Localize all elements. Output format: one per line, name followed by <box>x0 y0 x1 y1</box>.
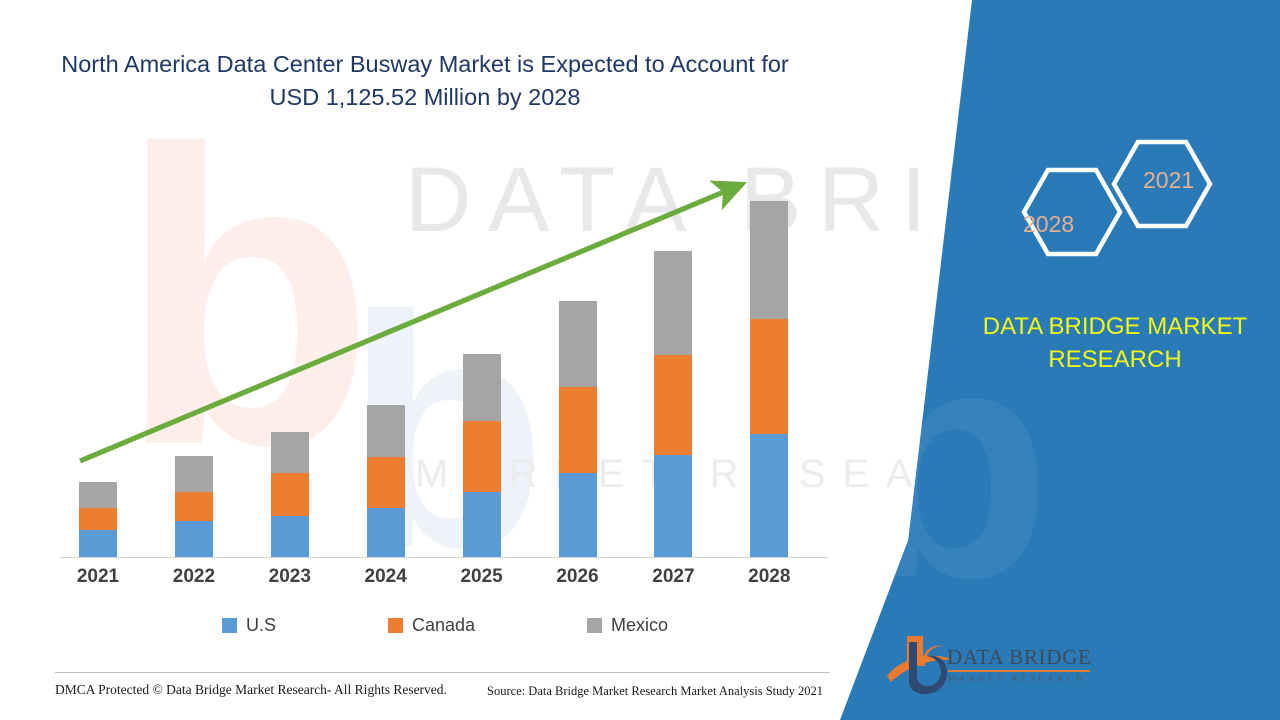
bar-segment-us-2023 <box>270 516 309 557</box>
logo-swoosh-orange <box>887 655 953 682</box>
databridge-logo-mark <box>887 636 953 694</box>
bar-group-2025 <box>462 0 501 600</box>
bar-group-2022 <box>174 0 213 600</box>
bar-group-2021 <box>79 0 117 600</box>
bar-group-2024 <box>366 0 405 600</box>
bar-segment-mexico-2023 <box>270 432 309 473</box>
growth-trend-arrow <box>78 180 748 464</box>
bar-group-2023 <box>270 0 309 600</box>
bar-segment-us-2024 <box>366 508 405 557</box>
bar-segment-us-2026 <box>558 473 597 557</box>
dmca-notice: DMCA Protected © Data Bridge Market Rese… <box>55 682 447 697</box>
bar-segment-canada-2025 <box>462 421 501 492</box>
bar-segment-mexico-2027 <box>654 251 693 355</box>
legend-label: Mexico <box>611 615 669 635</box>
x-tick-2023: 2023 <box>268 566 311 587</box>
bar-segment-mexico-2025 <box>462 354 501 421</box>
bar-segment-mexico-2021 <box>79 482 117 508</box>
source-note: Source: Data Bridge Market Research Mark… <box>487 684 824 698</box>
bar-segment-canada-2026 <box>558 387 597 473</box>
bar-segment-canada-2022 <box>174 492 213 521</box>
legend-label: U.S <box>245 615 276 635</box>
bar-segment-us-2027 <box>654 455 693 557</box>
logo-underline <box>948 670 1090 672</box>
bar-segment-mexico-2026 <box>558 301 597 387</box>
bar-segment-canada-2023 <box>270 473 309 516</box>
legend-swatch-icon <box>587 618 603 633</box>
bar-segment-us-2025 <box>462 492 501 557</box>
logo-b-navy <box>909 642 947 694</box>
x-tick-2026: 2026 <box>556 566 599 587</box>
bar-group-2027 <box>654 0 693 600</box>
logo-wordmark: DATA BRIDGE MARKET RESEARCH <box>947 646 1092 684</box>
legend-swatch-icon <box>387 618 403 633</box>
hexagon-front-2028 <box>1021 167 1123 257</box>
bar-segment-us-2021 <box>79 530 117 557</box>
legend-item-canada: Canada <box>387 615 476 636</box>
chart-plot-area: 2021 2022 2023 2024 2025 2026 2027 2028 <box>60 0 828 600</box>
bar-segment-canada-2024 <box>366 457 405 508</box>
chart-legend: U.S Canada Mexico <box>60 615 830 636</box>
logo-name: DATA BRIDGE <box>947 645 1092 669</box>
bar-group-2026 <box>558 0 597 600</box>
legend-swatch-icon <box>221 618 237 633</box>
x-tick-2024: 2024 <box>364 566 407 587</box>
bar-group-2028 <box>750 0 789 600</box>
footer-divider <box>55 672 830 673</box>
bar-segment-mexico-2024 <box>366 405 405 457</box>
legend-label: Canada <box>411 615 476 635</box>
bar-segment-canada-2021 <box>79 508 117 530</box>
x-axis-line <box>60 557 828 558</box>
logo-tagline: MARKET RESEARCH <box>947 674 1086 685</box>
bar-segment-us-2028 <box>750 434 789 557</box>
x-tick-2025: 2025 <box>460 566 503 587</box>
bar-segment-mexico-2028 <box>750 201 789 319</box>
x-tick-2022: 2022 <box>172 566 216 587</box>
bar-segment-us-2022 <box>174 521 213 557</box>
chart-panel: North America Data Center Busway Market … <box>55 0 830 698</box>
x-tick-2028: 2028 <box>748 566 791 587</box>
hexagon-label-2021: 2021 <box>1143 167 1195 193</box>
hexagon-back-2021 <box>1111 139 1213 229</box>
legend-item-mexico: Mexico <box>587 615 668 636</box>
x-tick-2021: 2021 <box>76 566 120 587</box>
bar-segment-canada-2027 <box>654 355 693 455</box>
bar-segment-mexico-2022 <box>174 456 213 492</box>
chart-title: North America Data Center Busway Market … <box>61 51 789 111</box>
brand-name-text: DATA BRIDGE MARKET RESEARCH <box>982 313 1248 374</box>
legend-item-us: U.S <box>221 615 276 636</box>
x-tick-2027: 2027 <box>652 566 695 587</box>
bar-segment-canada-2028 <box>750 319 789 434</box>
hexagon-graphic <box>1021 139 1213 257</box>
hexagon-label-2028: 2028 <box>1023 211 1075 237</box>
